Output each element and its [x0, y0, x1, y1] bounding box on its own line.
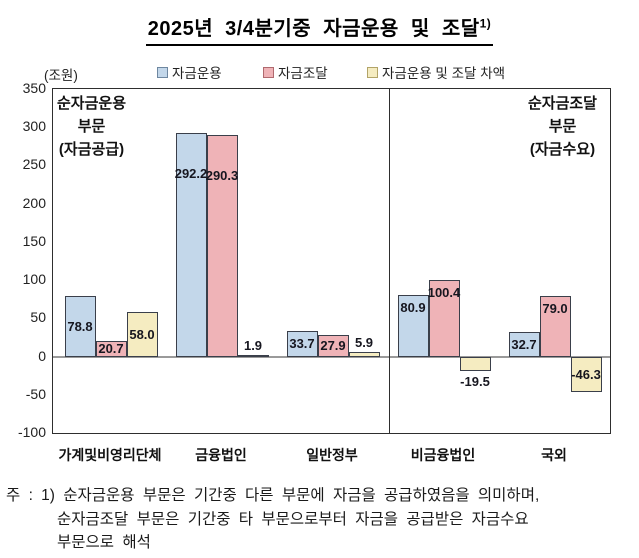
- y-tick-label: -100: [17, 424, 46, 440]
- bar: [64, 296, 96, 357]
- legend-item: 자금운용: [157, 63, 222, 81]
- bar: [459, 356, 491, 372]
- bar: [126, 312, 158, 357]
- annotation-line: 부문: [548, 118, 577, 135]
- bar-value-label: 27.9: [320, 338, 346, 354]
- bar-value-label: 5.9: [354, 335, 374, 351]
- bar-value-label: 58.0: [129, 326, 155, 342]
- bar-value-label: 32.7: [511, 336, 537, 352]
- bar: [206, 134, 238, 357]
- bar: [508, 331, 540, 357]
- y-tick-label: 150: [22, 232, 46, 249]
- plot-area: 78.8 20.7 58.0 292.2 290.3 1.9 33.7 27.9 5.9 80.9…: [52, 88, 611, 434]
- legend: 자금운용 자금조달 자금운용 및 조달 차액: [0, 63, 639, 81]
- bar-value-label: 78.8: [67, 318, 93, 334]
- bar: [570, 356, 602, 392]
- bar-value-label: -46.3: [571, 366, 601, 382]
- bar: [95, 340, 127, 357]
- legend-item: 자금운용 및 조달 차액: [367, 63, 505, 81]
- legend-label: 자금운용: [172, 66, 222, 81]
- legend-label: 자금조달: [278, 66, 328, 81]
- zero-axis-line: [53, 355, 610, 358]
- category-label: 금융법인: [195, 447, 247, 463]
- bar: [286, 330, 318, 357]
- y-tick-label: 200: [22, 194, 46, 211]
- bar-value-label: 1.9: [243, 338, 263, 354]
- bar-value-label: 80.9: [400, 299, 426, 315]
- category-label: 비금융법인: [410, 447, 476, 463]
- bar-value-label: 33.7: [289, 336, 315, 352]
- bar-value-label: 100.4: [427, 284, 461, 300]
- legend-marker-uses-icon: [157, 66, 168, 78]
- legend-marker-sources-icon: [263, 66, 274, 78]
- bar-value-label: 79.0: [542, 301, 568, 317]
- category-label: 국외: [541, 447, 567, 463]
- legend-label: 자금운용 및 조달 차액: [382, 66, 506, 81]
- footnote-line-3: 부문으로 해석: [57, 534, 151, 551]
- y-tick-label: 50: [30, 309, 46, 326]
- category-label: 일반정부: [306, 447, 358, 463]
- chart-title-footnote-marker: 1): [479, 16, 492, 31]
- bar-value-label: 20.7: [98, 341, 124, 357]
- bar-value-label: 292.2: [174, 166, 208, 182]
- y-tick-label: 300: [22, 118, 46, 135]
- annotation-line: 순자금운용: [57, 95, 127, 112]
- sector-divider-line: [388, 89, 391, 433]
- bar-value-label: -19.5: [460, 374, 490, 390]
- annotation-line: 부문: [77, 118, 106, 135]
- category-label: 가계및비영리단체: [58, 447, 162, 463]
- bar: [397, 294, 429, 357]
- bar: [237, 355, 269, 358]
- annotation-line: (자금공급): [58, 141, 125, 158]
- y-tick-label: -50: [25, 385, 46, 402]
- footnote-line-1: 주 : 1) 순자금운용 부문은 기간중 다른 부문에 자금을 공급하였음을 의…: [6, 487, 540, 504]
- bar: [348, 352, 380, 357]
- bar: [539, 296, 571, 357]
- chart-title-main: 2025년 3/4분기중 자금운용 및 조달: [147, 18, 480, 40]
- legend-item: 자금조달: [263, 63, 328, 81]
- y-tick-label: 350: [22, 80, 46, 96]
- y-axis-unit-label: (조원): [44, 68, 78, 83]
- bar: [175, 133, 207, 357]
- bar-value-label: 290.3: [205, 167, 239, 183]
- chart-title: 2025년 3/4분기중 자금운용 및 조달1): [0, 12, 639, 46]
- legend-marker-net-icon: [367, 66, 378, 78]
- bar: [428, 279, 460, 357]
- y-tick-label: 250: [22, 156, 46, 173]
- annotation-line: 순자금조달: [527, 95, 597, 112]
- y-tick-label: 100: [22, 271, 46, 288]
- y-tick-label: 0: [38, 347, 46, 364]
- bar: [317, 335, 349, 357]
- annotation-line: (자금수요): [529, 141, 596, 158]
- chart-title-text: 2025년 3/4분기중 자금운용 및 조달1): [145, 12, 494, 46]
- footnote-line-2: 순자금조달 부문은 기간중 타 부문으로부터 자금을 공급받은 자금수요: [57, 510, 529, 528]
